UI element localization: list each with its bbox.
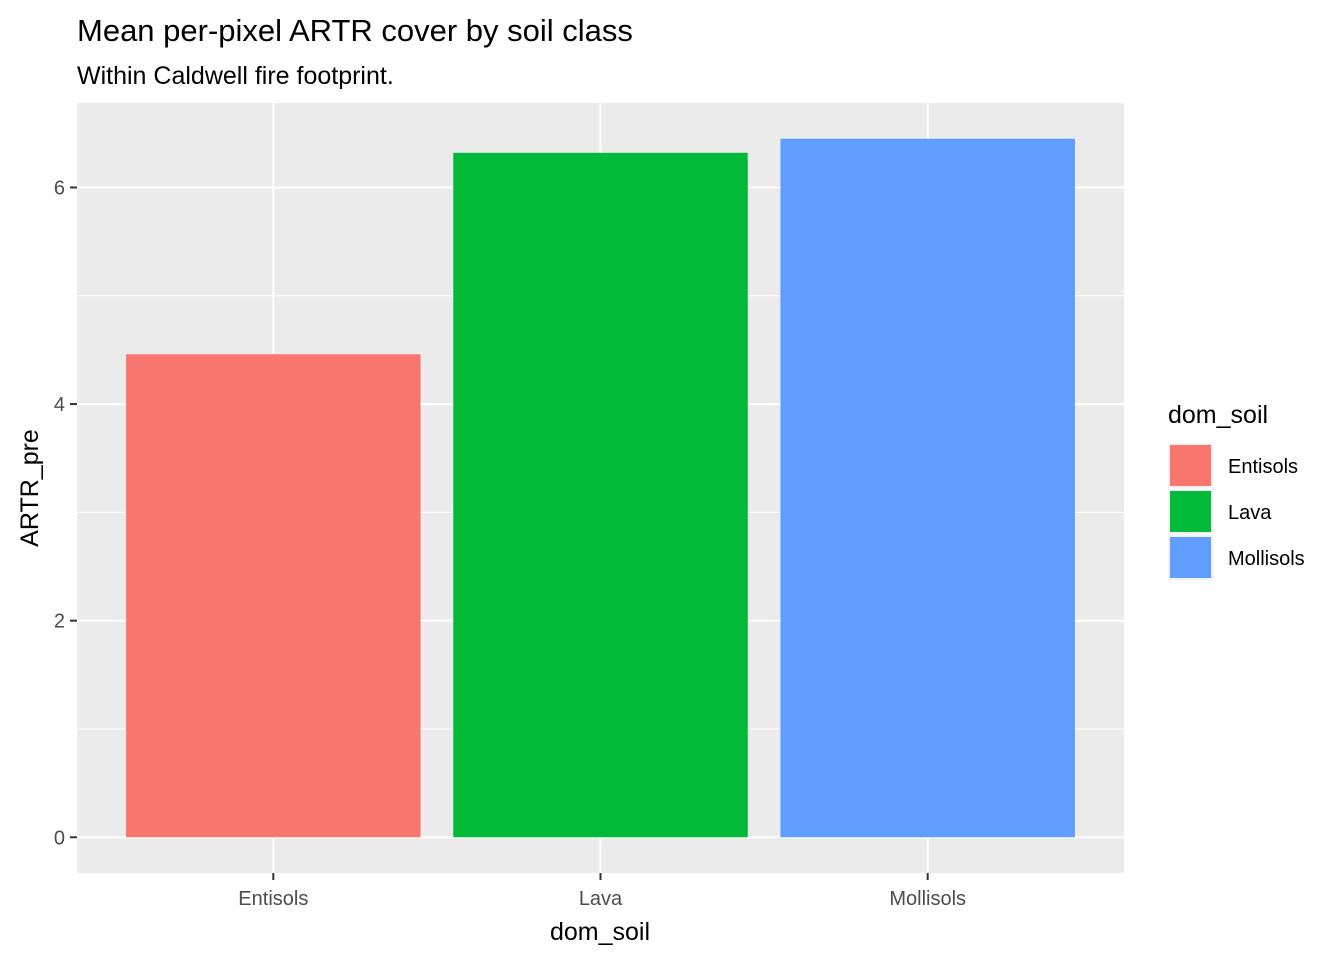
x-axis: Entisols Lava Mollisols (238, 873, 966, 910)
legend-swatch-mollisols (1170, 537, 1211, 578)
y-tick-label: 4 (54, 394, 65, 416)
legend-swatch-entisols (1170, 445, 1211, 486)
legend-label: Mollisols (1228, 548, 1305, 570)
x-axis-title: dom_soil (550, 918, 650, 946)
legend-title: dom_soil (1168, 401, 1268, 429)
x-tick-label: Lava (579, 888, 623, 910)
y-axis: 0 2 4 6 (54, 177, 77, 849)
legend: dom_soil Entisols Lava Mollisols (1168, 401, 1305, 580)
legend-swatch-lava (1170, 491, 1211, 532)
y-tick-label: 6 (54, 177, 65, 199)
x-tick-label: Mollisols (889, 888, 966, 910)
y-tick-label: 0 (54, 827, 65, 849)
y-axis-title: ARTR_pre (16, 429, 44, 547)
legend-label: Entisols (1228, 456, 1298, 478)
x-tick-label: Entisols (238, 888, 308, 910)
chart-title: Mean per-pixel ARTR cover by soil class (77, 13, 633, 48)
bar-entisols (126, 354, 421, 838)
chart-subtitle: Within Caldwell fire footprint. (77, 62, 394, 90)
bars (126, 138, 1075, 838)
bar-lava (453, 152, 748, 838)
legend-label: Lava (1228, 502, 1272, 524)
y-tick-label: 2 (54, 611, 65, 633)
bar-mollisols (780, 138, 1075, 838)
